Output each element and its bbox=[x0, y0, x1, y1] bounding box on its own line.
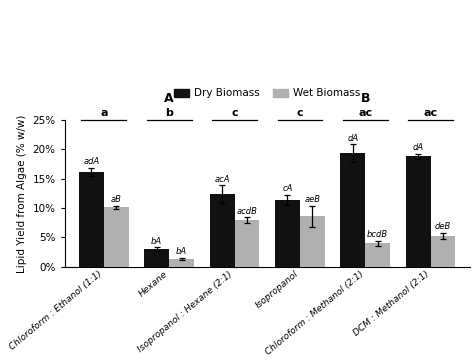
Bar bbox=[430, 236, 456, 267]
Bar bbox=[79, 172, 104, 267]
Text: acdB: acdB bbox=[237, 207, 257, 216]
Bar bbox=[300, 216, 325, 267]
Text: a: a bbox=[100, 108, 108, 118]
Y-axis label: Lipid Yield from Algae (% w/w): Lipid Yield from Algae (% w/w) bbox=[17, 114, 27, 273]
Text: aeB: aeB bbox=[304, 195, 320, 204]
Text: deB: deB bbox=[435, 222, 451, 231]
Text: dA: dA bbox=[347, 134, 358, 143]
Text: acA: acA bbox=[214, 175, 230, 184]
Bar bbox=[169, 259, 194, 267]
Text: b: b bbox=[165, 108, 173, 118]
Bar bbox=[145, 249, 169, 267]
Bar bbox=[365, 243, 390, 267]
Bar bbox=[104, 208, 128, 267]
Text: c: c bbox=[231, 108, 238, 118]
Text: adA: adA bbox=[83, 157, 100, 166]
Text: ac: ac bbox=[424, 108, 438, 118]
Bar bbox=[235, 220, 259, 267]
Text: ac: ac bbox=[358, 108, 372, 118]
Text: cA: cA bbox=[283, 184, 292, 193]
Text: bA: bA bbox=[176, 247, 187, 256]
Text: B: B bbox=[361, 92, 370, 105]
Text: c: c bbox=[297, 108, 303, 118]
Legend: Dry Biomass, Wet Biomass: Dry Biomass, Wet Biomass bbox=[169, 84, 365, 103]
Text: bA: bA bbox=[151, 237, 162, 246]
Bar bbox=[340, 153, 365, 267]
Text: aB: aB bbox=[111, 195, 122, 204]
Bar bbox=[210, 194, 235, 267]
Text: A: A bbox=[164, 92, 174, 105]
Bar bbox=[275, 200, 300, 267]
Text: bcdB: bcdB bbox=[367, 230, 388, 239]
Bar bbox=[406, 156, 430, 267]
Text: dA: dA bbox=[413, 143, 424, 152]
